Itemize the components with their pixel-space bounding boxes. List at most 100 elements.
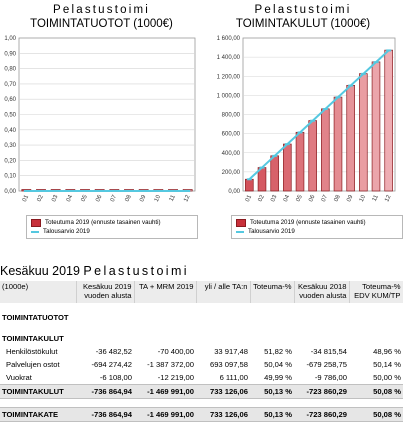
y-tick-label: 0,80 <box>4 67 16 73</box>
bar-07 <box>321 108 330 192</box>
x-tick-label: 03 <box>270 194 279 203</box>
budget-point-10 <box>155 190 161 192</box>
y-tick-label: 0,90 <box>4 51 16 57</box>
cell: -1 469 991,00 <box>134 384 196 399</box>
x-tick-label: 04 <box>283 194 292 203</box>
x-tick-label: 07 <box>110 194 119 203</box>
cell: 50,00 % <box>373 373 401 382</box>
bar-04 <box>283 143 292 192</box>
x-tick-label: 02 <box>258 194 267 203</box>
y-tick-label: 0,60 <box>4 97 16 103</box>
budget-point-01 <box>246 178 252 181</box>
budget-point-11 <box>170 190 176 192</box>
x-tick-label: 06 <box>308 194 317 203</box>
x-tick-label: 04 <box>66 194 75 203</box>
report-title-unit: Pelastustoimi <box>83 264 189 278</box>
budget-point-08 <box>335 96 341 99</box>
cell: 50,04 % <box>264 360 292 369</box>
cell: -736 864,94 <box>76 407 134 422</box>
budget-point-03 <box>53 190 59 192</box>
cell: 33 917,48 <box>214 347 248 356</box>
legend-bar-swatch <box>31 218 41 227</box>
chart2-title-line1: Pelastustoimi <box>254 4 352 16</box>
cell: 49,99 % <box>264 373 292 382</box>
cell: 693 097,58 <box>209 360 248 369</box>
col-header: Kesäkuu 2019 vuoden alusta <box>76 281 135 303</box>
x-tick-label: 08 <box>125 194 134 203</box>
y-tick-label: 400,00 <box>222 151 241 157</box>
chart1-legend-bar: Toteutuma 2019 (ennuste tasainen vauhti) <box>45 219 161 226</box>
table-header-row: (1000e) Kesäkuu 2019 vuoden alusta TA + … <box>0 281 403 303</box>
table-row: TOIMINTAKATE -736 864,94 -1 469 991,00 7… <box>0 407 403 422</box>
y-tick-label: 0,70 <box>4 82 16 88</box>
col-header: TA + MRM 2019 <box>134 281 197 303</box>
cell: -6 108,00 <box>99 373 132 382</box>
y-tick-label: 200,00 <box>222 170 241 176</box>
cell: -1 387 372,00 <box>147 360 194 369</box>
budget-point-06 <box>310 119 316 122</box>
x-tick-label: 07 <box>321 194 330 203</box>
cell: 733 126,06 <box>196 384 250 399</box>
budget-point-05 <box>297 131 303 134</box>
budget-line <box>248 49 390 181</box>
col-header: Kesäkuu 2018 vuoden alusta <box>294 281 350 303</box>
x-tick-label: 06 <box>95 194 104 203</box>
cell: 50,08 % <box>349 384 403 399</box>
table-row: TOIMINTAKULUT <box>0 332 403 345</box>
cell: -36 482,52 <box>95 347 132 356</box>
y-tick-label: 0,50 <box>4 113 16 119</box>
budget-point-04 <box>284 143 290 146</box>
chart2-title: Pelastustoimi TOIMINTAKULUT (1000€) <box>203 3 403 31</box>
y-tick-label: 1 600,00 <box>217 36 241 42</box>
bar-08 <box>333 96 343 192</box>
chart2-legend-line: Talousarvio 2019 <box>248 228 295 235</box>
chart2-plot: 0,00 200,00 400,00 600,00 800,00 1 000,00 1 20… <box>217 36 396 203</box>
x-tick-label: 10 <box>154 194 163 203</box>
x-tick-label: 01 <box>245 194 254 203</box>
chart1-title-line2: TOIMINTATUOTOT (1000€) <box>30 18 173 30</box>
x-tick-label: 08 <box>334 194 343 203</box>
budget-point-12 <box>386 49 392 52</box>
y-tick-label: 1 000,00 <box>217 93 241 99</box>
y-tick-label: 800,00 <box>222 113 241 119</box>
table-row: Henkilöstökulut -36 482,52 -70 400,00 33… <box>0 345 403 358</box>
cell: 6 111,00 <box>219 373 248 382</box>
row-label: TOIMINTAKULUT <box>2 334 64 343</box>
x-tick-label: 01 <box>22 194 31 203</box>
report-title: Kesäkuu 2019 Pelastustoimi <box>0 264 189 278</box>
table-row: TOIMINTATUOTOT <box>0 311 403 324</box>
cell: -9 786,00 <box>314 373 347 382</box>
budget-point-01 <box>23 190 29 192</box>
y-tick-label: 1,00 <box>4 36 16 42</box>
y-tick-label: 0,00 <box>228 189 240 195</box>
budget-point-08 <box>126 190 132 192</box>
col-header: Toteuma-% EDV KUM/TP <box>349 281 403 303</box>
cell: -679 258,75 <box>306 360 347 369</box>
x-tick-label: 10 <box>359 194 368 203</box>
bar-06 <box>308 120 317 192</box>
chart2-title-line2: TOIMINTAKULUT (1000€) <box>235 18 371 30</box>
bar-10 <box>359 73 368 192</box>
y-tick-label: 1 400,00 <box>217 55 241 61</box>
x-tick-label: 02 <box>37 194 46 203</box>
row-label: Henkilöstökulut <box>6 347 58 356</box>
budget-point-03 <box>272 154 278 157</box>
report-table: (1000e) Kesäkuu 2019 vuoden alusta TA + … <box>0 281 403 422</box>
table-row: TOIMINTAKULUT -736 864,94 -1 469 991,00 … <box>0 384 403 399</box>
chart1-legend-line: Talousarvio 2019 <box>43 228 90 235</box>
x-tick-label: 05 <box>296 194 305 203</box>
y-tick-label: 0,00 <box>4 189 16 195</box>
bar-12 <box>384 49 393 192</box>
budget-point-10 <box>360 72 366 75</box>
x-tick-label: 11 <box>372 194 380 203</box>
chart1-plot: 0,00 0,10 0,20 0,30 0,40 0,50 0,60 0,70 0,80 0,90… <box>4 36 196 203</box>
table-row: Palvelujen ostot -694 274,42 -1 387 372,… <box>0 358 403 371</box>
report-title-prefix: Kesäkuu 2019 <box>0 264 80 278</box>
y-tick-label: 1 200,00 <box>217 74 241 80</box>
chart1-legend: Toteutuma 2019 (ennuste tasainen vauhti)… <box>26 215 198 239</box>
x-tick-label: 11 <box>169 194 177 203</box>
y-tick-label: 0,30 <box>4 143 16 149</box>
cell: 50,13 % <box>250 407 294 422</box>
x-tick-label: 12 <box>384 194 393 203</box>
cell: -34 815,54 <box>310 347 347 356</box>
